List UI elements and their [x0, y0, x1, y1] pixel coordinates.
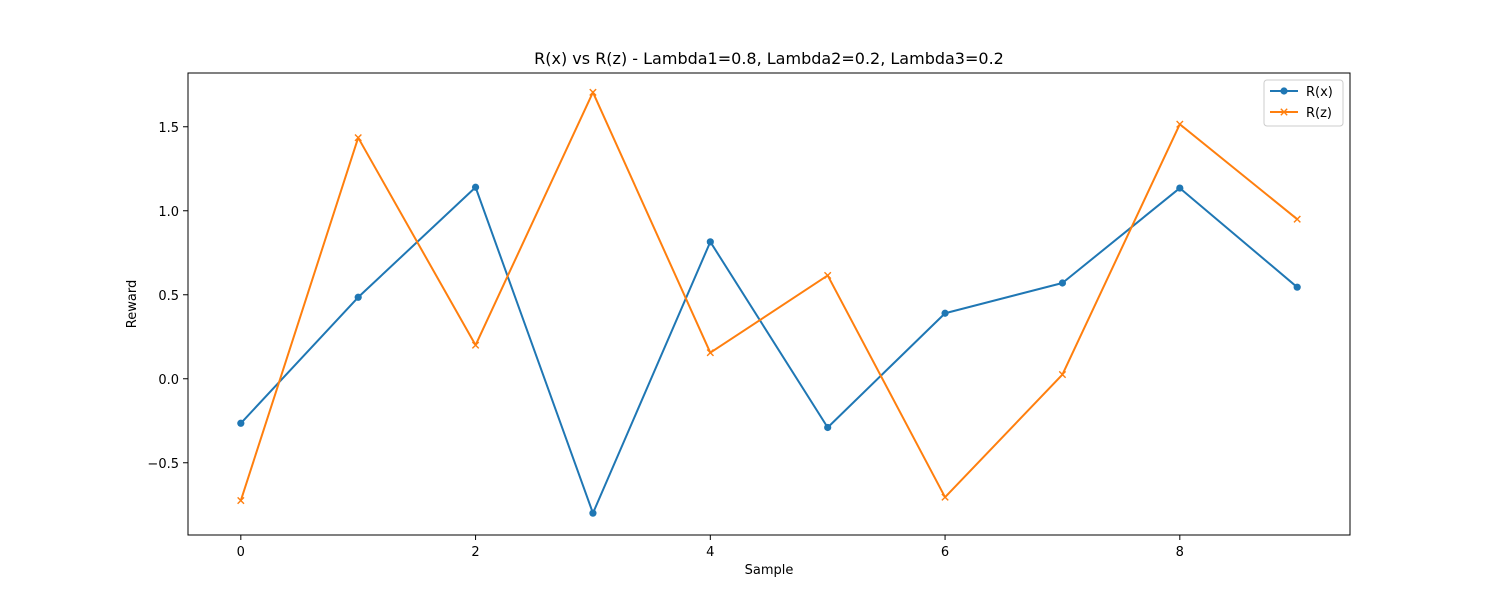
plot-area: 0 2 4 6 8 −0.5 0.0 0.5 1.0 1.5: [147, 72, 1351, 560]
legend: R(x) R(z): [1263, 79, 1344, 127]
point-cross-stroke: [1293, 215, 1301, 223]
y-tick-label: −0.5: [147, 457, 179, 472]
legend-marker-2: [1280, 108, 1288, 116]
series-1-point: [824, 423, 832, 432]
series-2-point: [354, 133, 362, 142]
chart-title: R(x) vs R(z) - Lambda1=0.8, Lambda2=0.2,…: [534, 49, 1004, 68]
series-1-point: [706, 238, 714, 246]
series-2-point: [1293, 215, 1301, 223]
series-line-2: [239, 91, 1298, 501]
point-cross-stroke: [237, 496, 245, 505]
point-cross-stroke: [1058, 370, 1067, 379]
series-2-point: [1058, 370, 1067, 379]
series-1-point: [237, 419, 245, 427]
point-cross-stroke: [1176, 120, 1184, 128]
plot-frame: [187, 72, 1351, 536]
x-tick-label: 4: [706, 545, 714, 560]
series-1-point: [589, 509, 597, 517]
point-cross-stroke: [471, 341, 480, 349]
point-cross-stroke: [823, 271, 832, 280]
point-cross-stroke: [354, 133, 362, 142]
x-tick-label: 6: [941, 545, 949, 560]
legend-label-1: R(x): [1306, 85, 1333, 100]
series-1-point: [941, 309, 949, 317]
series-2-point: [941, 493, 949, 501]
y-tick-label: 0.5: [158, 289, 179, 304]
x-tick-label: 8: [1176, 545, 1184, 560]
series-2-point: [706, 349, 715, 357]
x-axis-label: Sample: [745, 563, 794, 578]
series-1-point: [1058, 279, 1067, 287]
series-2-point: [1176, 120, 1184, 128]
point-cross-stroke: [589, 88, 597, 97]
series-1-point: [1293, 283, 1301, 291]
legend-marker-1: [1280, 87, 1288, 95]
series-1-point: [471, 183, 480, 191]
y-tick-label: 1.0: [158, 205, 179, 220]
legend-label-2: R(z): [1306, 106, 1332, 121]
series-1-point: [1176, 184, 1184, 192]
x-tick-label: 2: [471, 545, 479, 560]
series-2-point: [589, 88, 597, 97]
y-tick-label: 0.0: [158, 373, 179, 388]
y-axis-label: Reward: [125, 280, 140, 328]
series-2-point: [471, 341, 480, 349]
series-2-point: [237, 496, 245, 505]
series-2-point: [823, 271, 832, 280]
x-tick-label: 0: [237, 545, 245, 560]
y-tick-label: 1.5: [158, 121, 179, 136]
point-cross-stroke: [706, 349, 715, 357]
point-cross-stroke: [941, 493, 949, 501]
marker-cross-stroke: [1280, 108, 1288, 116]
series-1-point: [354, 293, 362, 301]
